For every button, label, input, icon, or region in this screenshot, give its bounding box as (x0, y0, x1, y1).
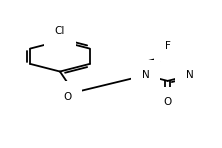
Text: O: O (63, 92, 72, 102)
Text: Cl: Cl (55, 26, 65, 36)
Text: O: O (163, 97, 172, 107)
Text: N: N (186, 70, 194, 80)
Text: F: F (165, 41, 170, 51)
Text: N: N (142, 70, 149, 80)
